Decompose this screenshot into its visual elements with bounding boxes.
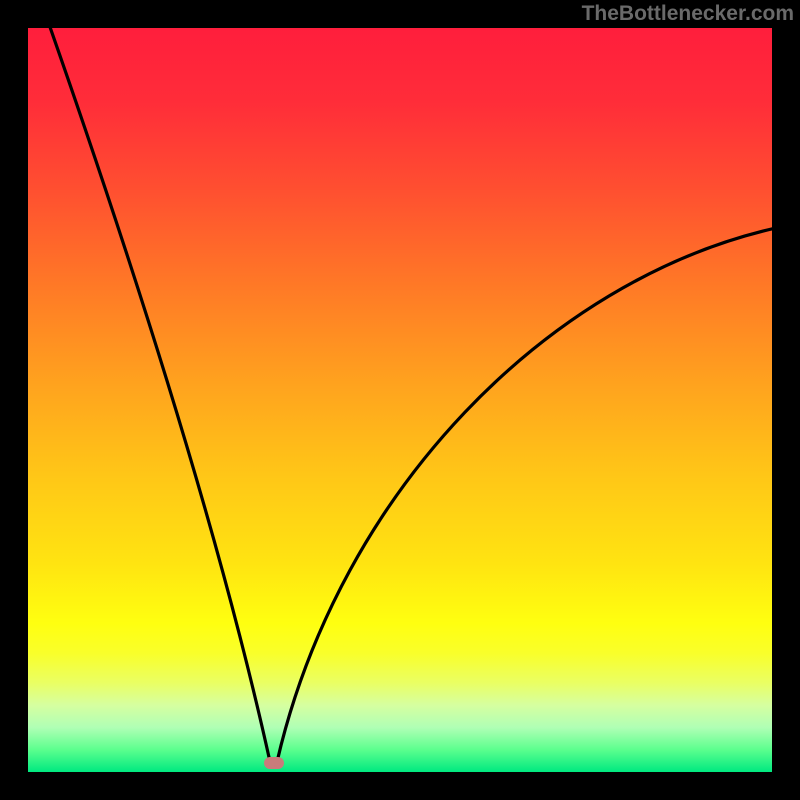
minimum-marker xyxy=(264,757,284,769)
curve-svg xyxy=(28,28,772,772)
chart-frame: TheBottlenecker.com xyxy=(0,0,800,800)
watermark-text: TheBottlenecker.com xyxy=(582,2,794,26)
plot-area xyxy=(28,28,772,772)
bottleneck-curve xyxy=(50,28,772,761)
